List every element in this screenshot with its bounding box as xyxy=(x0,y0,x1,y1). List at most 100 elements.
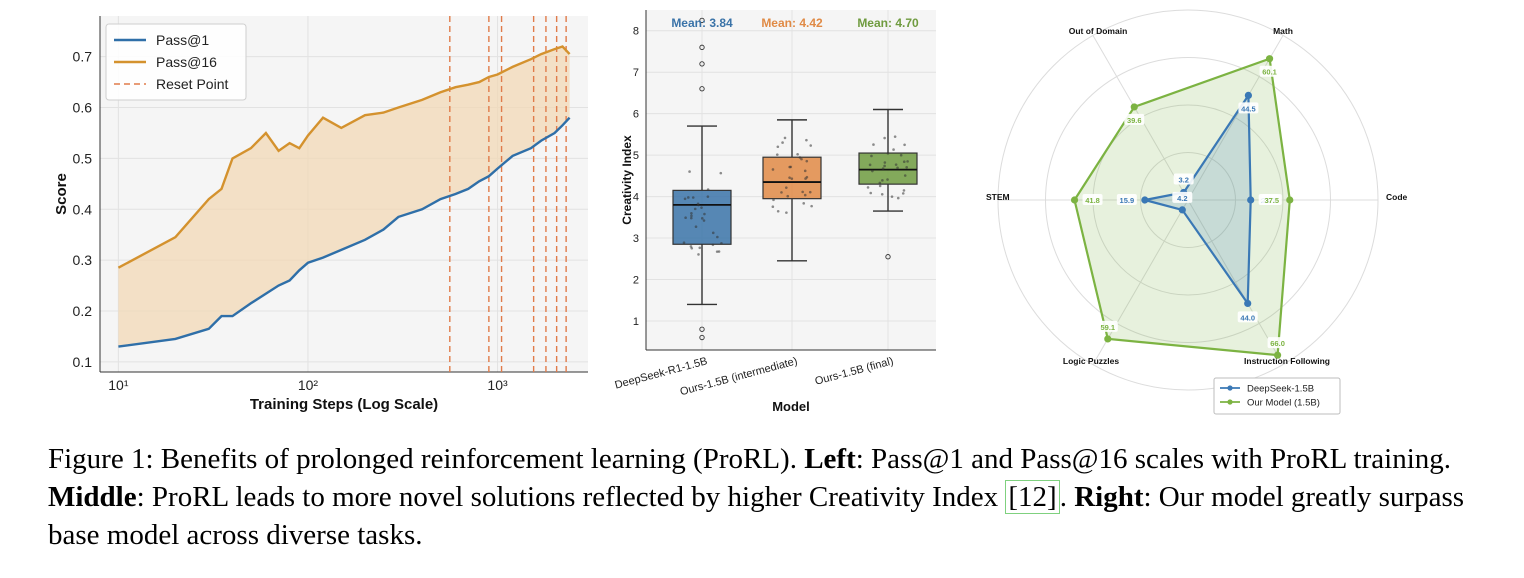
value-label-bg xyxy=(1173,173,1194,185)
outlier-point xyxy=(699,17,705,24)
jitter-point xyxy=(902,189,906,192)
jitter-point xyxy=(902,160,906,164)
radar-value-label: 37.5 xyxy=(1264,196,1279,205)
radar-point xyxy=(1130,103,1138,111)
citation-link[interactable]: [12] xyxy=(1005,480,1060,514)
legend-label: Pass@16 xyxy=(156,54,217,70)
radar-axis-label: Code xyxy=(1386,192,1408,202)
y-tick-label: 3 xyxy=(633,233,639,245)
x-tick-label: 10² xyxy=(298,377,319,393)
value-label-bg xyxy=(1124,113,1145,125)
jitter-point xyxy=(690,214,693,218)
value-label-bg xyxy=(1082,194,1103,205)
y-tick-label: 0.6 xyxy=(73,100,93,116)
radar-point xyxy=(1244,299,1252,308)
jitter-point xyxy=(775,153,779,156)
jitter-point xyxy=(805,175,809,179)
jitter-point xyxy=(892,148,895,151)
jitter-point xyxy=(706,188,710,191)
outlier-point xyxy=(699,334,705,341)
jitter-point xyxy=(781,141,784,144)
radar-spoke xyxy=(1187,199,1284,365)
radar-value-label: 60.1 xyxy=(1262,68,1277,77)
radar-axis-label: Logic Puzzles xyxy=(1063,356,1119,366)
jitter-point xyxy=(878,181,882,185)
jitter-point xyxy=(886,152,890,155)
series-line xyxy=(118,116,571,348)
jitter-point xyxy=(683,197,687,201)
value-label-bg xyxy=(1172,191,1193,203)
jitter-point xyxy=(696,202,700,206)
legend: DeepSeek-1.5B Our Model (1.5B) xyxy=(1213,377,1341,415)
radar-value-label: 66.0 xyxy=(1270,339,1285,348)
jitter-point xyxy=(886,178,889,181)
right-radar-chart: Math Code Instruction Following Logic Puzzl… xyxy=(986,9,1408,415)
jitter-point xyxy=(881,179,884,182)
radar-value-label: 44.5 xyxy=(1241,104,1256,113)
jitter-point xyxy=(883,161,887,164)
jitter-point xyxy=(711,231,715,235)
legend-box xyxy=(105,23,247,101)
y-tick-label: 0.3 xyxy=(73,252,93,268)
jitter-point xyxy=(896,196,900,200)
jitter-point xyxy=(810,204,813,208)
jitter-point xyxy=(711,243,715,247)
y-tick-label: 1 xyxy=(633,316,639,328)
left-line-chart: 0.1 0.2 0.3 0.4 0.5 0.6 0.7 10¹ 10² 10³ Training S… xyxy=(53,16,588,413)
jitter-point xyxy=(903,143,906,147)
caption-middle-text: : ProRL leads to more novel solutions re… xyxy=(136,481,1006,513)
y-tick-label: 6 xyxy=(633,109,639,121)
value-label-bg xyxy=(1116,194,1137,205)
jitter-point xyxy=(702,219,706,222)
jitter-point xyxy=(893,135,897,138)
jitter-point xyxy=(871,169,874,173)
jitter-point xyxy=(700,206,703,209)
mean-label: Mean: 3.84 xyxy=(671,16,733,30)
caption-left-label: Left xyxy=(804,443,856,475)
jitter-point xyxy=(682,241,686,245)
jitter-point xyxy=(872,143,875,146)
jitter-point xyxy=(690,212,693,215)
jitter-point xyxy=(868,163,872,167)
jitter-point xyxy=(870,154,873,158)
jitter-point xyxy=(693,207,697,211)
radar-value-label: 59.1 xyxy=(1100,323,1115,332)
radar-value-label: 15.9 xyxy=(1120,196,1135,205)
radar-spoke xyxy=(1187,35,1284,201)
jitter-point xyxy=(883,136,886,140)
jitter-point xyxy=(789,165,793,169)
radar-axis-label: Math xyxy=(1273,26,1293,36)
jitter-point xyxy=(896,166,899,170)
jitter-point xyxy=(703,212,706,216)
jitter-point xyxy=(784,186,788,189)
jitter-point xyxy=(688,170,691,173)
figure-panels: 0.1 0.2 0.3 0.4 0.5 0.6 0.7 10¹ 10² 10³ Training S… xyxy=(53,9,1408,415)
legend-marker xyxy=(1227,399,1233,405)
value-label-bg xyxy=(1259,65,1280,77)
jitter-point xyxy=(808,190,812,194)
radar-point xyxy=(1247,196,1255,204)
legend-label: Reset Point xyxy=(156,76,228,92)
jitter-point xyxy=(776,209,780,213)
y-tick-label: 0.4 xyxy=(73,201,93,217)
caption-prefix: Figure 1: Benefits of prolonged reinforc… xyxy=(48,443,805,475)
jitter-point xyxy=(785,211,788,214)
jitter-point xyxy=(800,157,803,161)
outlier-point xyxy=(699,44,705,50)
y-tick-label: 0.5 xyxy=(73,150,93,166)
jitter-point xyxy=(771,205,775,209)
fill-between-area xyxy=(118,46,570,347)
y-tick-label: 4 xyxy=(633,192,639,204)
radar-value-label: 3.2 xyxy=(1178,175,1188,184)
jitter-point xyxy=(691,196,695,199)
jitter-point xyxy=(717,250,721,253)
jitter-point xyxy=(771,168,775,171)
jitter-point xyxy=(684,216,687,219)
legend-label: Pass@1 xyxy=(156,32,209,48)
jitter-point xyxy=(698,246,702,250)
jitter-point xyxy=(901,192,905,195)
jitter-point xyxy=(805,138,808,142)
jitter-point xyxy=(803,193,807,197)
radar-value-label: 41.8 xyxy=(1085,196,1100,205)
